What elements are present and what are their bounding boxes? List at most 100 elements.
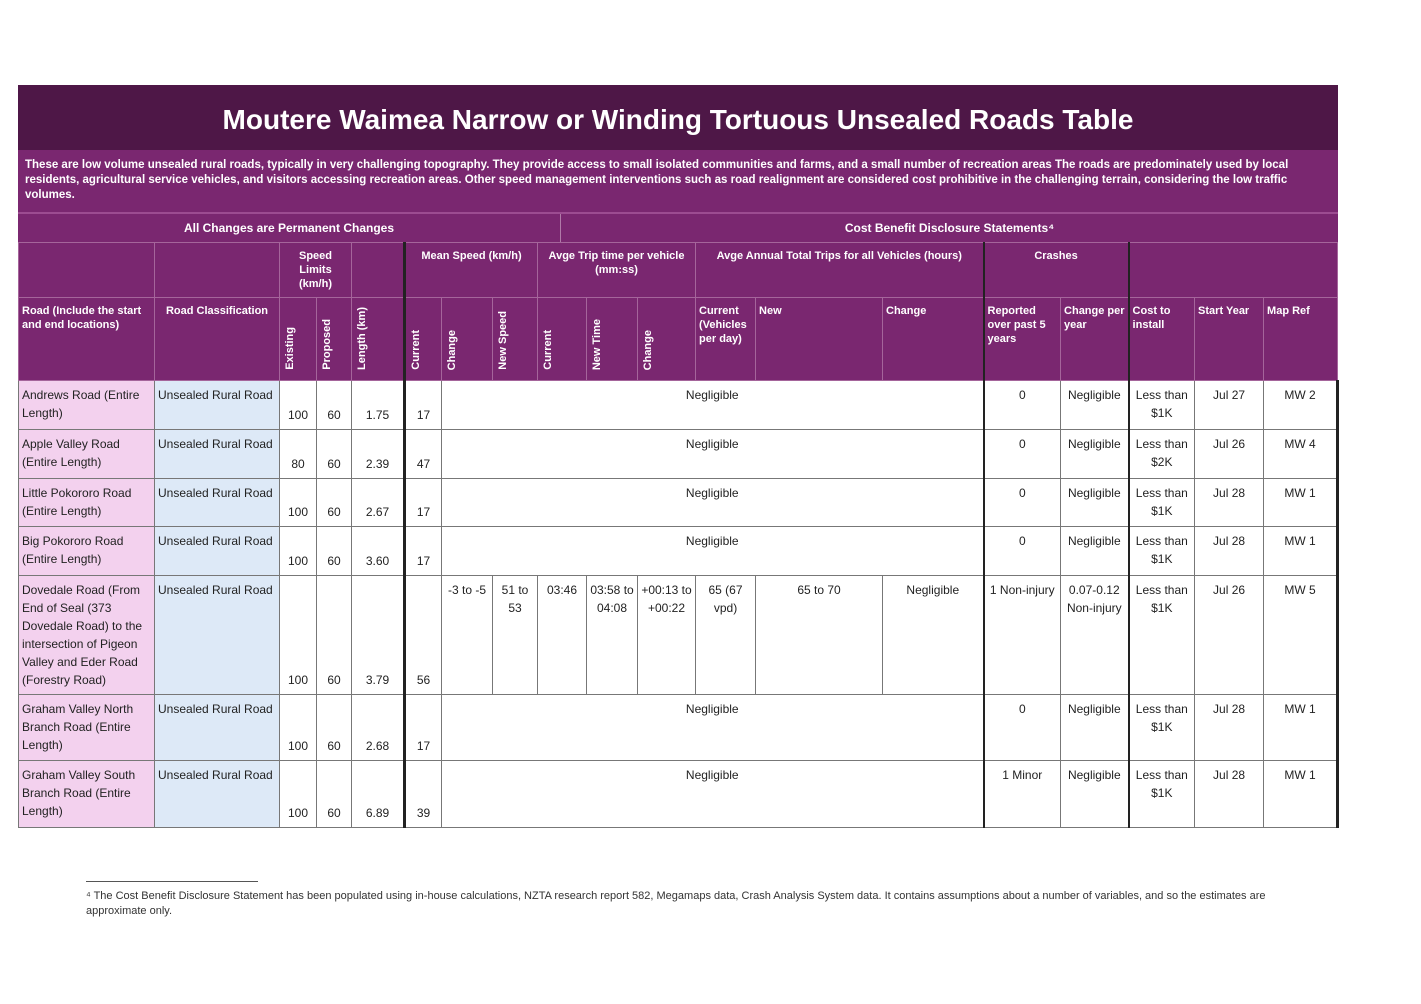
group-header: Speed Limits (km/h) [279, 242, 352, 298]
table-cell: 1 Minor [982, 760, 1062, 828]
table-cell: Jul 26 [1194, 575, 1265, 695]
column-header: Reported over past 5 years [982, 297, 1062, 381]
group-header: Mean Speed (km/h) [402, 242, 539, 298]
column-header: Current (Vehicles per day) [695, 297, 757, 381]
table-cell: Negligible [440, 429, 985, 479]
table-cell: Negligible [1060, 760, 1130, 828]
table-cell: 51 to 53 [491, 575, 539, 695]
table-cell: 65 (67 vpd) [695, 575, 757, 695]
table-cell: Negligible [440, 526, 985, 576]
table-cell: Unsealed Rural Road [154, 526, 280, 576]
table-cell: 0 [982, 694, 1062, 761]
table-cell: 100 [279, 380, 317, 430]
table-cell: Unsealed Rural Road [154, 380, 280, 430]
table-cell: 60 [316, 760, 352, 828]
column-header: New Speed [491, 297, 539, 381]
table-cell: +00:13 to +00:22 [637, 575, 697, 695]
column-header: Proposed [316, 297, 352, 381]
table-cell: Negligible [1060, 526, 1130, 576]
table-cell: 60 [316, 429, 352, 479]
column-header-text: New Speed [497, 311, 509, 370]
header-cell [18, 242, 155, 298]
table-cell: MW 1 [1263, 760, 1340, 828]
table-cell: Negligible [440, 694, 985, 761]
table-cell: 17 [403, 478, 442, 527]
table-cell: 3.60 [351, 526, 405, 576]
table-cell: Negligible [440, 380, 985, 430]
table-cell: 2.39 [351, 429, 405, 479]
table-cell: Unsealed Rural Road [154, 429, 280, 479]
header-row: Road (Include the start and end location… [18, 297, 1339, 381]
table-cell: Less than $2K [1127, 429, 1196, 479]
table-cell: 0 [982, 478, 1062, 527]
column-header: Change per year [1060, 297, 1130, 381]
table-cell: Unsealed Rural Road [154, 760, 280, 828]
table-cell: Little Pokororo Road (Entire Length) [18, 478, 155, 527]
column-header: Cost to install [1127, 297, 1196, 381]
table-body: Andrews Road (Entire Length) Unsealed Rur… [18, 380, 1340, 828]
table-cell: 60 [316, 575, 352, 695]
table-cell: 17 [403, 526, 442, 576]
column-header: Current [403, 297, 442, 381]
table-cell: Jul 28 [1194, 478, 1265, 527]
table-cell: 1.75 [351, 380, 405, 430]
footnote: ⁴ The Cost Benefit Disclosure Statement … [86, 890, 1266, 917]
table-cell: 100 [279, 694, 317, 761]
table-cell: Jul 28 [1194, 526, 1265, 576]
table-cell: Graham Valley North Branch Road (Entire … [18, 694, 155, 761]
table-cell: Big Pokororo Road (Entire Length) [18, 526, 155, 576]
table-cell: 2.68 [351, 694, 405, 761]
table-cell: 100 [279, 526, 317, 576]
column-header: Change [441, 297, 493, 381]
table-cell: 100 [279, 760, 317, 828]
table-row: Graham Valley North Branch Road (Entire … [18, 694, 1340, 761]
table-cell: 0 [982, 380, 1062, 430]
header-cell [1127, 242, 1339, 298]
table-cell: 03:58 to 04:08 [586, 575, 639, 695]
column-header-text: Change [642, 329, 655, 370]
table-row: Apple Valley Road (Entire Length) Unseale… [18, 429, 1340, 479]
table-row: Andrews Road (Entire Length) Unsealed Rur… [18, 380, 1340, 430]
table-cell: MW 5 [1263, 575, 1340, 695]
table-cell: 56 [403, 575, 442, 695]
table-cell: -3 to -5 [441, 575, 493, 695]
table-cell: 100 [279, 478, 317, 527]
table-cell: 60 [316, 526, 352, 576]
table-cell: Less than $1K [1127, 478, 1196, 527]
group-row: All Changes are Permanent Changes Cost B… [18, 212, 1338, 242]
table-cell: 60 [316, 694, 352, 761]
table-row: Graham Valley South Branch Road (Entire … [18, 760, 1340, 828]
table-cell: 03:46 [537, 575, 588, 695]
group-header: Avge Trip time per vehicle (mm:ss) [537, 242, 697, 298]
header-cell [351, 242, 405, 298]
title: Moutere Waimea Narrow or Winding Tortuou… [18, 85, 1338, 150]
table-cell: 80 [279, 429, 317, 479]
table-cell: MW 1 [1263, 694, 1340, 761]
description: These are low volume unsealed rural road… [18, 150, 1338, 212]
roads-table: Speed Limits (km/h) Mean Speed (km/h) Av… [18, 242, 1340, 828]
column-header-text: Change [446, 329, 458, 370]
table-cell: 1 Non-injury [982, 575, 1062, 695]
table-cell: Negligible [440, 760, 985, 828]
group-header: Crashes [982, 242, 1130, 298]
table-cell: 0 [982, 429, 1062, 479]
table-row: Big Pokororo Road (Entire Length) Unseale… [18, 526, 1340, 576]
table-cell: Jul 27 [1194, 380, 1265, 430]
group-header: Cost Benefit Disclosure Statements⁴ [844, 221, 1055, 235]
table-row: Dovedale Road (From End of Seal (373 Dov… [18, 575, 1340, 695]
header-cell [154, 242, 280, 298]
column-header: Start Year [1194, 297, 1265, 381]
table-cell: Less than $1K [1127, 760, 1196, 828]
table-cell: 3.79 [351, 575, 405, 695]
table-cell: Negligible [1060, 694, 1130, 761]
table-cell: 60 [316, 380, 352, 430]
table-cell: Negligible [1060, 478, 1130, 527]
column-header: Existing [279, 297, 317, 381]
column-header: Map Ref [1263, 297, 1339, 381]
column-header-text: Existing [284, 327, 296, 370]
table-cell: Unsealed Rural Road [154, 478, 280, 527]
table-cell: Jul 28 [1194, 694, 1265, 761]
column-header: New Time [586, 297, 639, 381]
